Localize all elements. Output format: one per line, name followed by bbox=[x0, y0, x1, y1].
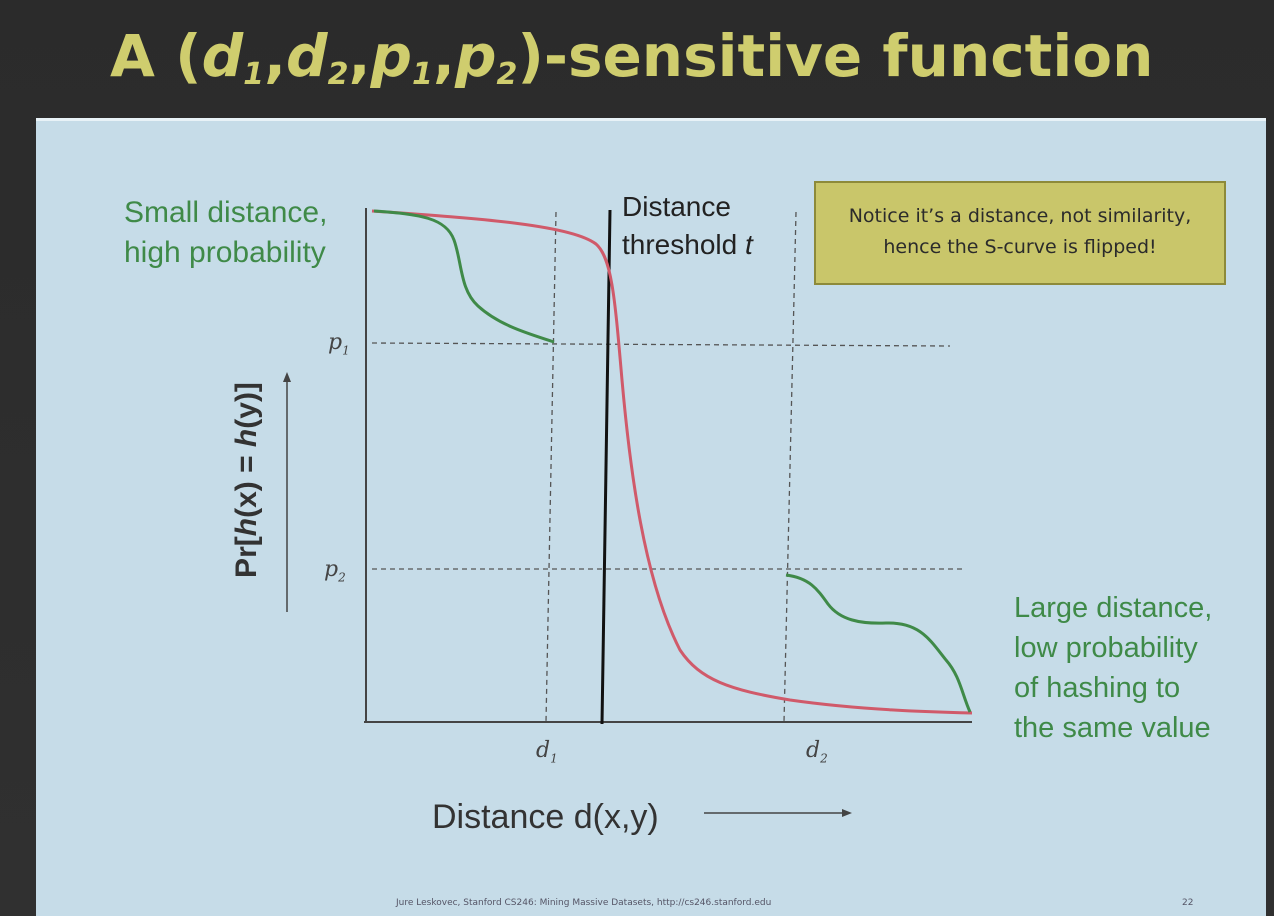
green-curve-small-distance bbox=[373, 209, 555, 344]
threshold-annotation: Distance threshold t bbox=[622, 188, 753, 264]
title-d2: d bbox=[286, 22, 328, 90]
title-p1-sub: 1 bbox=[412, 57, 433, 92]
large-distance-line-4: the same value bbox=[1014, 712, 1211, 744]
title-p2-sub: 2 bbox=[496, 57, 518, 92]
d2-guide-line bbox=[783, 211, 797, 723]
large-distance-annotation: Large distance, low probability of hashi… bbox=[1014, 588, 1212, 748]
ylabel-mid: (x) = bbox=[230, 447, 263, 518]
d2-sub: 2 bbox=[820, 751, 828, 766]
d1-label: d1 bbox=[536, 738, 558, 765]
d1-sub: 1 bbox=[550, 751, 558, 766]
title-comma-2: , bbox=[348, 22, 371, 90]
p2-label: p2 bbox=[324, 557, 346, 584]
small-distance-annotation: Small distance, high probability bbox=[124, 193, 327, 273]
large-distance-line-1: Large distance, bbox=[1014, 592, 1213, 624]
title-prefix: A ( bbox=[110, 22, 202, 90]
note-line-1: Notice it’s a distance, not similarity, bbox=[848, 205, 1192, 227]
ylabel-h1: h bbox=[230, 517, 263, 537]
small-distance-line-1: Small distance, bbox=[124, 196, 328, 229]
d2-letter: d bbox=[806, 738, 821, 763]
slide-footer: Jure Leskovec, Stanford CS246: Mining Ma… bbox=[396, 898, 772, 908]
p2-sub: 2 bbox=[338, 570, 346, 585]
title-p1: p bbox=[370, 22, 413, 90]
p1-letter: p bbox=[328, 330, 343, 355]
note-line-2: hence the S-curve is flipped! bbox=[883, 236, 1157, 258]
y-axis-label: Pr[h(x) = h(y)] bbox=[230, 350, 270, 610]
title-p2: p bbox=[454, 22, 497, 90]
small-distance-line-2: high probability bbox=[124, 236, 326, 269]
title-comma-3: , bbox=[432, 22, 455, 90]
d2-label: d2 bbox=[806, 738, 828, 765]
title-d1-sub: 1 bbox=[243, 57, 264, 92]
note-box: Notice it’s a distance, not similarity, … bbox=[814, 181, 1226, 285]
ylabel-h2: h bbox=[230, 428, 263, 448]
ylabel-prefix: Pr[ bbox=[230, 536, 263, 578]
large-distance-line-2: low probability bbox=[1014, 632, 1198, 664]
threshold-line-1: Distance bbox=[622, 191, 731, 222]
red-s-curve bbox=[371, 209, 973, 715]
threshold-line-2: threshold t bbox=[622, 226, 753, 264]
green-curve-large-distance bbox=[785, 573, 972, 713]
x-axis-label: Distance d(x,y) bbox=[432, 798, 659, 836]
title-suffix: )-sensitive function bbox=[517, 22, 1154, 90]
large-distance-line-3: of hashing to bbox=[1014, 672, 1181, 704]
p1-guide-line bbox=[371, 342, 951, 347]
threshold-word: threshold bbox=[622, 229, 738, 260]
slide-title: A (d1,d2,p1,p2)-sensitive function bbox=[110, 22, 1153, 92]
title-d1: d bbox=[201, 22, 244, 90]
threshold-line bbox=[600, 209, 612, 725]
ylabel-suffix: (y)] bbox=[230, 382, 263, 429]
p2-letter: p bbox=[324, 557, 339, 582]
x-axis-arrowhead bbox=[842, 809, 852, 817]
title-d2-sub: 2 bbox=[327, 57, 349, 92]
p1-label: p1 bbox=[328, 330, 350, 357]
threshold-variable: t bbox=[744, 229, 753, 260]
y-axis-arrowhead bbox=[283, 372, 291, 382]
p1-sub: 1 bbox=[342, 343, 350, 358]
page-number: 22 bbox=[1182, 898, 1194, 908]
d1-guide-line bbox=[545, 211, 557, 723]
d1-letter: d bbox=[536, 738, 551, 763]
title-comma-1: , bbox=[264, 22, 287, 90]
